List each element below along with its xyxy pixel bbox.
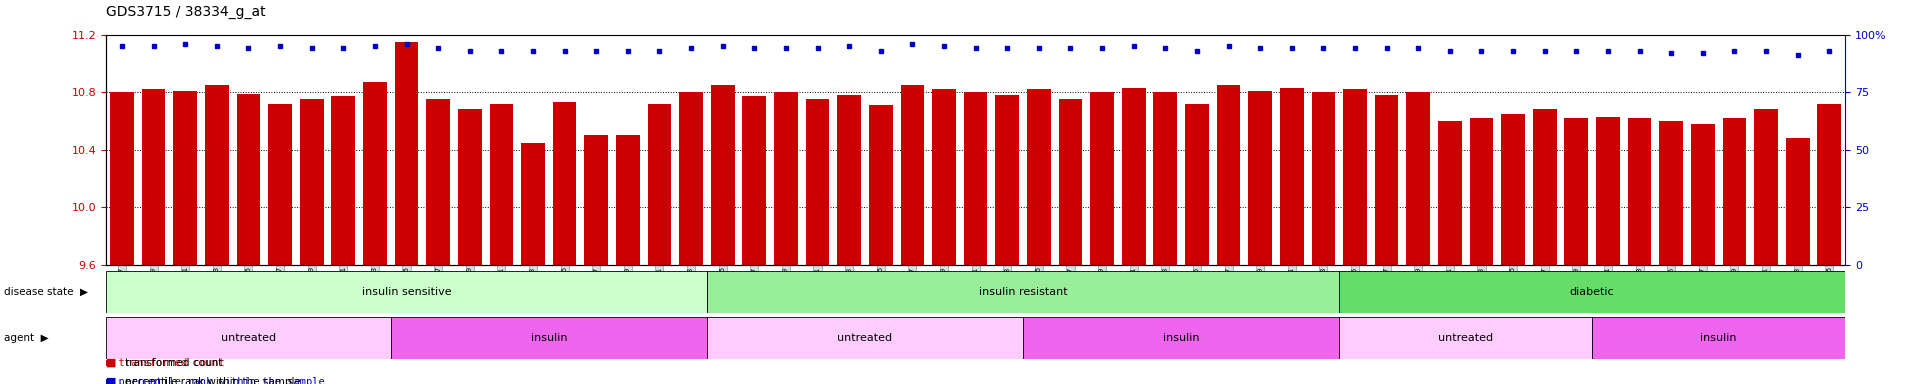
Bar bbox=[706, 317, 1023, 359]
Bar bbox=[1691, 124, 1714, 265]
Text: insulin: insulin bbox=[531, 333, 567, 343]
Text: ■: ■ bbox=[106, 358, 116, 368]
Bar bbox=[743, 96, 766, 265]
Text: untreated: untreated bbox=[838, 333, 892, 343]
Bar bbox=[616, 135, 639, 265]
Bar bbox=[1660, 121, 1683, 265]
Text: agent  ▶: agent ▶ bbox=[4, 333, 48, 343]
Bar bbox=[1312, 92, 1336, 265]
Bar bbox=[1627, 118, 1652, 265]
Text: insulin sensitive: insulin sensitive bbox=[361, 287, 452, 297]
Bar bbox=[1596, 117, 1619, 265]
Bar bbox=[427, 99, 450, 265]
Bar bbox=[1216, 85, 1241, 265]
Bar bbox=[1280, 88, 1303, 265]
Bar bbox=[1818, 104, 1841, 265]
Text: untreated: untreated bbox=[220, 333, 276, 343]
Bar bbox=[706, 271, 1339, 313]
Bar bbox=[1249, 91, 1272, 265]
Bar bbox=[299, 99, 324, 265]
Bar bbox=[963, 92, 988, 265]
Bar bbox=[268, 104, 291, 265]
Bar bbox=[1023, 317, 1339, 359]
Bar bbox=[141, 89, 166, 265]
Bar bbox=[1565, 118, 1588, 265]
Bar bbox=[774, 92, 797, 265]
Bar bbox=[1532, 109, 1558, 265]
Bar bbox=[394, 42, 419, 265]
Bar bbox=[106, 317, 390, 359]
Bar bbox=[901, 85, 924, 265]
Bar bbox=[838, 95, 861, 265]
Bar bbox=[710, 85, 735, 265]
Text: untreated: untreated bbox=[1438, 333, 1494, 343]
Bar bbox=[1438, 121, 1461, 265]
Bar bbox=[1407, 92, 1430, 265]
Bar bbox=[1060, 99, 1083, 265]
Bar bbox=[174, 91, 197, 265]
Text: disease state  ▶: disease state ▶ bbox=[4, 287, 89, 297]
Text: transformed count: transformed count bbox=[125, 358, 222, 368]
Bar bbox=[1339, 317, 1592, 359]
Bar bbox=[932, 89, 955, 265]
Bar bbox=[1592, 317, 1845, 359]
Bar bbox=[1469, 118, 1494, 265]
Bar bbox=[1502, 114, 1525, 265]
Bar bbox=[1027, 89, 1050, 265]
Bar bbox=[237, 94, 261, 265]
Bar bbox=[1154, 92, 1177, 265]
Text: ■: ■ bbox=[106, 377, 116, 384]
Bar bbox=[457, 109, 482, 265]
Text: GDS3715 / 38334_g_at: GDS3715 / 38334_g_at bbox=[106, 5, 266, 19]
Bar bbox=[585, 135, 608, 265]
Text: ■ transformed count: ■ transformed count bbox=[106, 358, 226, 368]
Text: insulin: insulin bbox=[1164, 333, 1199, 343]
Bar bbox=[679, 92, 703, 265]
Bar bbox=[332, 96, 355, 265]
Bar bbox=[363, 82, 386, 265]
Bar bbox=[1343, 89, 1366, 265]
Bar bbox=[868, 105, 892, 265]
Bar bbox=[1121, 88, 1146, 265]
Bar bbox=[490, 104, 513, 265]
Text: percentile rank within the sample: percentile rank within the sample bbox=[125, 377, 301, 384]
Bar bbox=[110, 92, 133, 265]
Bar bbox=[648, 104, 672, 265]
Bar bbox=[521, 142, 544, 265]
Bar bbox=[552, 102, 577, 265]
Text: insulin resistant: insulin resistant bbox=[979, 287, 1067, 297]
Bar bbox=[996, 95, 1019, 265]
Bar bbox=[1090, 92, 1114, 265]
Text: diabetic: diabetic bbox=[1569, 287, 1615, 297]
Bar bbox=[805, 99, 830, 265]
Bar bbox=[106, 271, 706, 313]
Bar bbox=[205, 85, 228, 265]
Bar bbox=[1754, 109, 1778, 265]
Bar bbox=[1723, 118, 1747, 265]
Text: ■ percentile rank within the sample: ■ percentile rank within the sample bbox=[106, 377, 324, 384]
Bar bbox=[1785, 138, 1810, 265]
Bar bbox=[1185, 104, 1208, 265]
Bar bbox=[390, 317, 706, 359]
Bar bbox=[1374, 95, 1399, 265]
Text: insulin: insulin bbox=[1700, 333, 1737, 343]
Bar bbox=[1339, 271, 1845, 313]
